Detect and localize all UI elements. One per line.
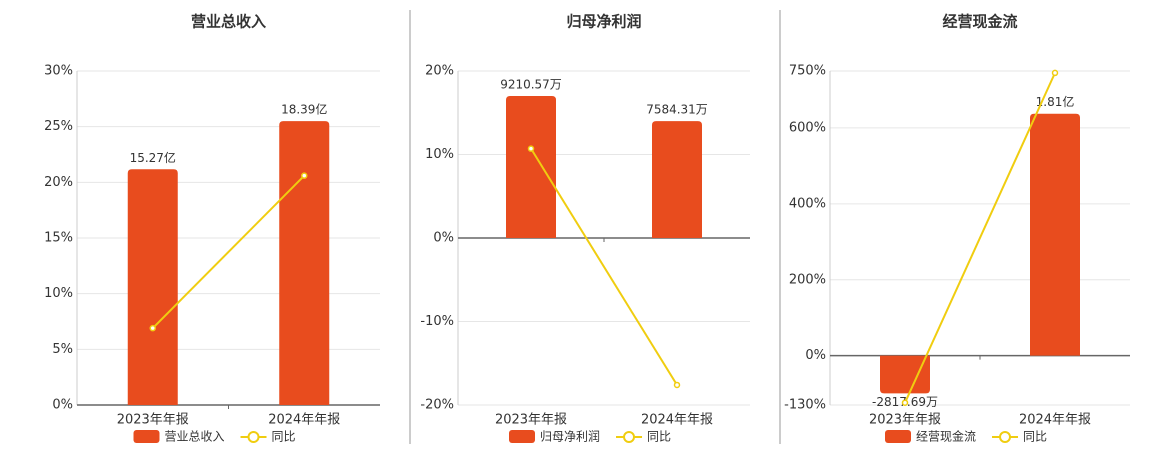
- bar: [279, 121, 330, 405]
- y-tick-label: 25%: [44, 119, 73, 134]
- y-tick-label: 0%: [433, 231, 454, 246]
- bar: [127, 169, 178, 405]
- y-tick-label: 5%: [52, 342, 73, 357]
- y-tick-label: 0%: [805, 348, 826, 363]
- legend-label: 经营现金流: [916, 429, 976, 444]
- bar-value-label: 1.81亿: [1036, 94, 1075, 109]
- legend-label: 同比: [647, 430, 671, 444]
- y-tick-label: 30%: [44, 64, 73, 79]
- legend-swatch: [509, 430, 535, 443]
- bar-value-label: 15.27亿: [130, 150, 176, 165]
- line-point: [301, 172, 308, 179]
- line: [530, 148, 678, 386]
- chart-title: 经营现金流: [942, 13, 1017, 31]
- y-tick-label: 20%: [44, 175, 73, 190]
- x-tick-label: 2024年年报: [268, 413, 340, 428]
- legend-label: 归母净利润: [540, 430, 600, 444]
- legend-marker: [247, 431, 260, 443]
- bar-value-label: 7584.31万: [646, 103, 708, 117]
- y-tick-label: 600%: [789, 120, 826, 135]
- bar: [652, 121, 702, 238]
- y-tick-label: 20%: [425, 64, 454, 79]
- y-tick-label: -130%: [784, 398, 826, 413]
- chart-title: 归母净利润: [566, 13, 641, 31]
- x-tick-label: 2024年年报: [1019, 413, 1091, 428]
- y-tick-label: 10%: [425, 147, 454, 162]
- bar: [1030, 113, 1080, 356]
- line-point: [901, 399, 909, 406]
- y-tick-label: -20%: [420, 398, 454, 413]
- legend-label: 同比: [1023, 430, 1047, 444]
- y-tick-label: 400%: [789, 196, 826, 211]
- y-tick-label: -10%: [420, 314, 454, 329]
- legend-label: 同比: [272, 430, 296, 444]
- y-tick-label: 0%: [52, 398, 73, 413]
- line-point: [673, 381, 681, 389]
- legend-marker: [623, 431, 636, 443]
- y-tick-label: 750%: [789, 64, 826, 79]
- line: [904, 72, 1056, 404]
- legend-swatch: [133, 430, 160, 443]
- x-tick-label: 2023年年报: [869, 413, 941, 428]
- bar-value-label: 18.39亿: [281, 102, 327, 117]
- line-point: [1051, 69, 1059, 77]
- chart-title: 营业总收入: [191, 13, 266, 31]
- legend-marker: [999, 431, 1012, 443]
- bar: [506, 96, 556, 238]
- x-tick-label: 2023年年报: [117, 413, 189, 428]
- y-tick-label: 10%: [44, 286, 73, 301]
- bar: [880, 355, 930, 394]
- line-point: [149, 324, 156, 332]
- x-tick-label: 2023年年报: [495, 413, 567, 428]
- bar-value-label: 9210.57万: [500, 78, 562, 92]
- x-tick-label: 2024年年报: [641, 413, 713, 428]
- legend-swatch: [885, 430, 911, 443]
- legend-label: 营业总收入: [165, 430, 225, 444]
- line-point: [527, 145, 535, 152]
- y-tick-label: 200%: [789, 272, 826, 287]
- y-tick-label: 15%: [44, 231, 73, 246]
- line: [152, 174, 305, 329]
